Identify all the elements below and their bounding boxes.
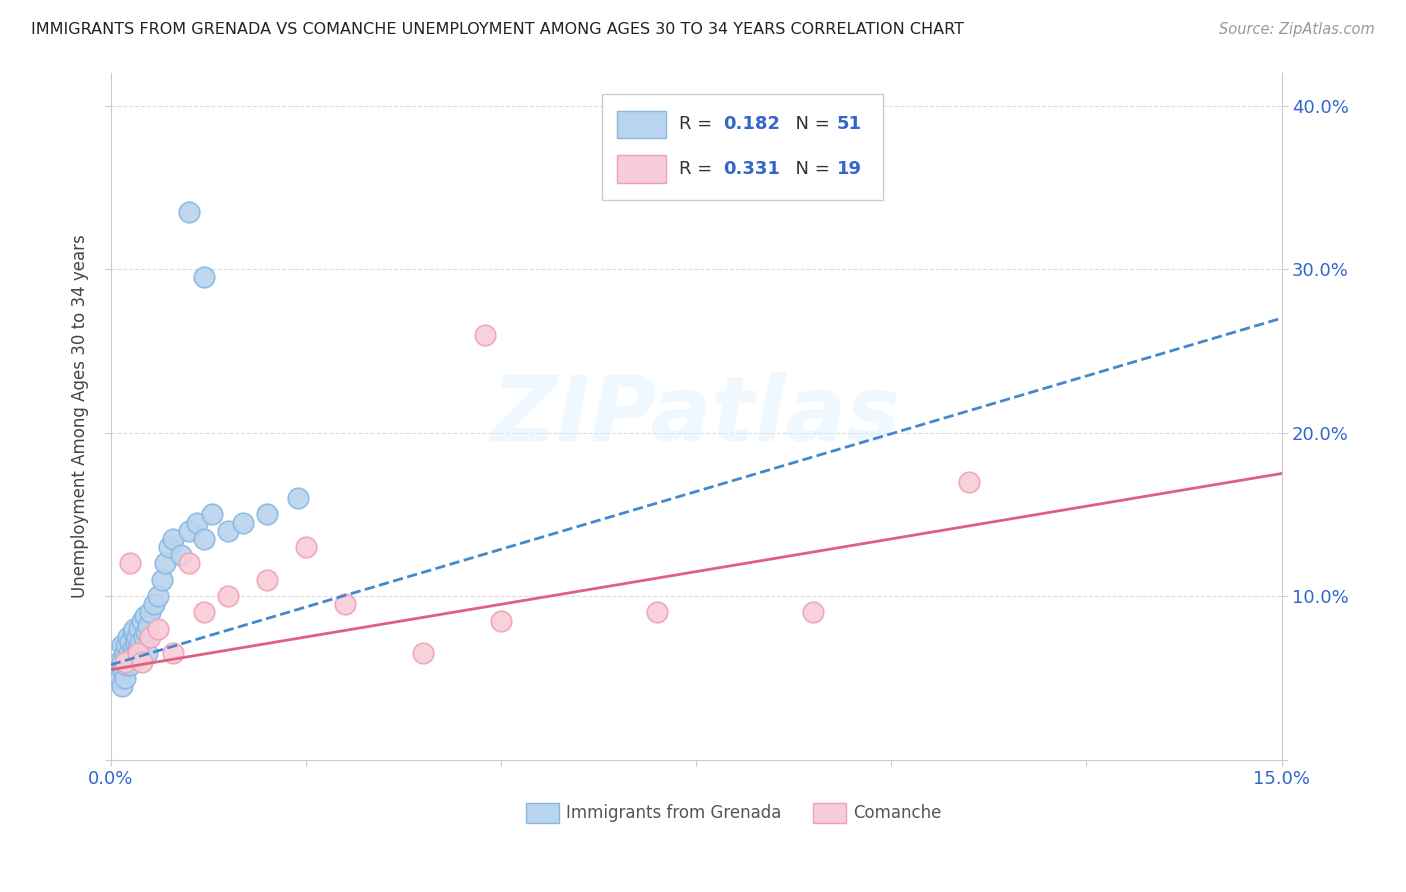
Text: N =: N =	[785, 115, 835, 134]
Point	[287, 491, 309, 505]
Point	[186, 516, 208, 530]
Point	[128, 622, 150, 636]
Point	[801, 606, 824, 620]
Point	[112, 663, 135, 677]
Point	[115, 657, 138, 672]
Point	[193, 606, 215, 620]
Point	[114, 655, 136, 669]
Point	[256, 508, 278, 522]
Point	[127, 641, 149, 656]
Point	[114, 646, 136, 660]
Point	[201, 508, 224, 522]
Text: N =: N =	[785, 160, 835, 178]
Y-axis label: Unemployment Among Ages 30 to 34 years: Unemployment Among Ages 30 to 34 years	[72, 235, 89, 599]
Point	[142, 597, 165, 611]
Point	[108, 671, 131, 685]
Text: 0.331: 0.331	[723, 160, 780, 178]
Text: IMMIGRANTS FROM GRENADA VS COMANCHE UNEMPLOYMENT AMONG AGES 30 TO 34 YEARS CORRE: IMMIGRANTS FROM GRENADA VS COMANCHE UNEM…	[31, 22, 965, 37]
Point	[136, 618, 159, 632]
Point	[489, 614, 512, 628]
Point	[295, 540, 318, 554]
Point	[155, 557, 177, 571]
Point	[117, 630, 139, 644]
FancyBboxPatch shape	[603, 94, 883, 200]
Text: ZIPatlas: ZIPatlas	[492, 372, 901, 460]
FancyBboxPatch shape	[617, 155, 665, 183]
Text: R =: R =	[679, 160, 717, 178]
Point	[105, 663, 128, 677]
Text: R =: R =	[679, 115, 717, 134]
Point	[127, 630, 149, 644]
Point	[139, 630, 162, 644]
Point	[177, 205, 200, 219]
FancyBboxPatch shape	[526, 803, 560, 823]
Point	[131, 655, 153, 669]
Point	[193, 532, 215, 546]
Point	[114, 671, 136, 685]
Point	[125, 638, 148, 652]
Point	[232, 516, 254, 530]
Point	[177, 557, 200, 571]
Point	[135, 625, 157, 640]
Text: 51: 51	[837, 115, 862, 134]
Text: Immigrants from Grenada: Immigrants from Grenada	[567, 805, 782, 822]
Point	[193, 270, 215, 285]
Point	[217, 589, 239, 603]
Point	[157, 540, 180, 554]
Point	[111, 655, 134, 669]
Point	[162, 646, 184, 660]
Text: Source: ZipAtlas.com: Source: ZipAtlas.com	[1219, 22, 1375, 37]
Point	[412, 646, 434, 660]
Point	[957, 475, 980, 489]
Point	[217, 524, 239, 538]
Point	[135, 646, 157, 660]
Text: 19: 19	[837, 160, 862, 178]
Point	[645, 606, 668, 620]
Point	[120, 635, 142, 649]
Point	[162, 532, 184, 546]
Point	[129, 635, 152, 649]
Point	[111, 679, 134, 693]
Point	[134, 608, 156, 623]
Point	[115, 638, 138, 652]
Point	[474, 327, 496, 342]
Point	[125, 651, 148, 665]
Point	[120, 651, 142, 665]
Point	[146, 622, 169, 636]
Point	[117, 655, 139, 669]
Point	[170, 548, 193, 562]
Point	[256, 573, 278, 587]
Point	[121, 625, 143, 640]
Point	[333, 597, 356, 611]
Point	[120, 557, 142, 571]
Point	[131, 614, 153, 628]
Point	[118, 646, 141, 660]
FancyBboxPatch shape	[617, 111, 665, 138]
Point	[146, 589, 169, 603]
Point	[120, 657, 142, 672]
Point	[121, 641, 143, 656]
Point	[177, 524, 200, 538]
Point	[139, 606, 162, 620]
Point	[122, 646, 145, 660]
Point	[111, 638, 134, 652]
Text: Comanche: Comanche	[853, 805, 942, 822]
Point	[132, 630, 155, 644]
Point	[150, 573, 173, 587]
Point	[107, 655, 129, 669]
FancyBboxPatch shape	[813, 803, 846, 823]
Point	[127, 646, 149, 660]
Text: 0.182: 0.182	[723, 115, 780, 134]
Point	[122, 622, 145, 636]
